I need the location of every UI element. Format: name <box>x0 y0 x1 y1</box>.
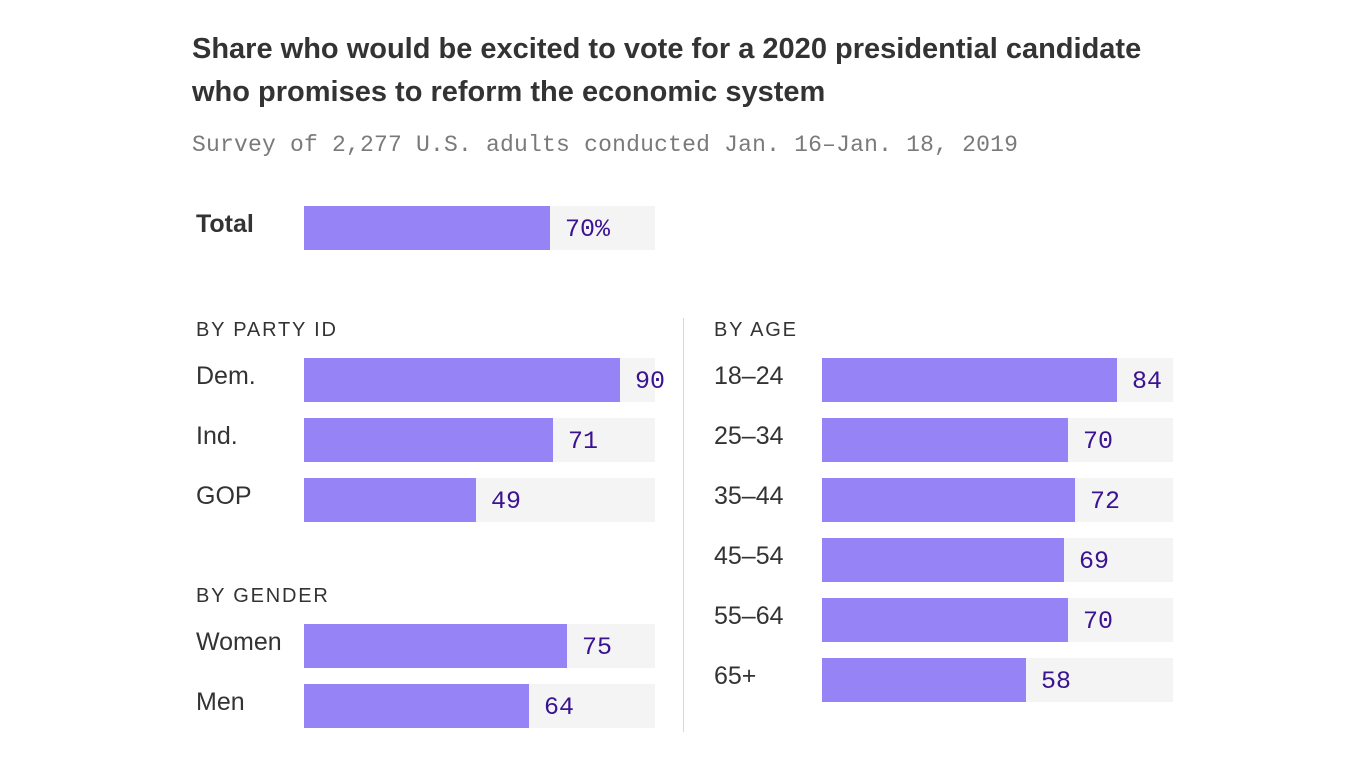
section-label-by-gender: BY GENDER <box>196 585 330 607</box>
category-label-65: 65+ <box>714 662 757 690</box>
category-label-18-24: 18–24 <box>714 362 784 390</box>
bar-track-55-64: 70 <box>822 598 1173 642</box>
value-label-25-34: 70 <box>1083 427 1114 456</box>
value-label-65: 58 <box>1041 667 1072 696</box>
section-label-by-age: BY AGE <box>714 319 798 341</box>
bar-track-gop: 49 <box>304 478 655 522</box>
value-label-18-24: 84 <box>1132 367 1163 396</box>
bar-gop <box>304 478 476 522</box>
category-label-55-64: 55–64 <box>714 602 784 630</box>
bar-track-18-24: 84 <box>822 358 1173 402</box>
bar-track-65: 58 <box>822 658 1173 702</box>
bar-ind <box>304 418 553 462</box>
category-label-women: Women <box>196 628 282 656</box>
category-label-25-34: 25–34 <box>714 422 784 450</box>
bar-35-44 <box>822 478 1075 522</box>
bar-45-54 <box>822 538 1064 582</box>
chart-title: Share who would be excited to vote for a… <box>192 33 1142 108</box>
bar-track-35-44: 72 <box>822 478 1173 522</box>
value-label-total: 70% <box>565 215 611 244</box>
value-label-men: 64 <box>544 693 575 722</box>
bar-total <box>304 206 550 250</box>
value-label-55-64: 70 <box>1083 607 1114 636</box>
category-label-dem: Dem. <box>196 362 256 390</box>
bar-track-men: 64 <box>304 684 655 728</box>
bar-track-ind: 71 <box>304 418 655 462</box>
category-label-total: Total <box>196 210 254 238</box>
bar-25-34 <box>822 418 1068 462</box>
chart-subtitle: Survey of 2,277 U.S. adults conducted Ja… <box>192 132 1019 158</box>
bar-track-total: 70% <box>304 206 655 250</box>
value-label-women: 75 <box>582 633 613 662</box>
bar-men <box>304 684 529 728</box>
bar-track-dem: 90 <box>304 358 665 402</box>
bar-track-25-34: 70 <box>822 418 1173 462</box>
category-label-ind: Ind. <box>196 422 238 450</box>
category-label-35-44: 35–44 <box>714 482 784 510</box>
bar-track-45-54: 69 <box>822 538 1173 582</box>
value-label-dem: 90 <box>635 367 666 396</box>
category-label-45-54: 45–54 <box>714 542 784 570</box>
bar-18-24 <box>822 358 1117 402</box>
value-label-45-54: 69 <box>1079 547 1110 576</box>
bar-track-women: 75 <box>304 624 655 668</box>
value-label-gop: 49 <box>491 487 522 516</box>
value-label-ind: 71 <box>568 427 599 456</box>
bar-dem <box>304 358 620 402</box>
category-label-gop: GOP <box>196 482 252 510</box>
value-label-35-44: 72 <box>1090 487 1121 516</box>
bar-65 <box>822 658 1026 702</box>
section-label-by-party-id: BY PARTY ID <box>196 319 338 341</box>
column-divider <box>683 318 684 732</box>
category-label-men: Men <box>196 688 245 716</box>
bar-women <box>304 624 567 668</box>
bar-55-64 <box>822 598 1068 642</box>
